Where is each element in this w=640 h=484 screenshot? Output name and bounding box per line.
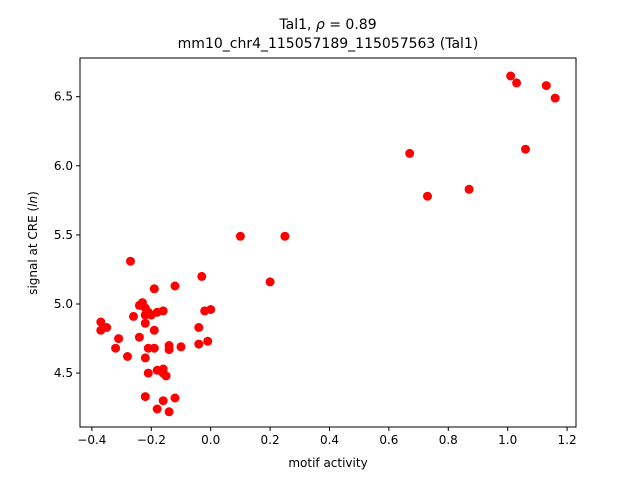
data-point [152, 404, 162, 414]
data-points [96, 71, 560, 417]
y-axis-label-prefix: signal at CRE ( [26, 207, 40, 295]
y-tick-label: 5.5 [54, 228, 73, 242]
data-point [149, 343, 159, 353]
plot-area-frame [79, 57, 577, 428]
data-point [170, 393, 180, 403]
data-point [149, 284, 159, 294]
data-point [126, 256, 135, 266]
data-point [506, 71, 516, 81]
x-tick-label: −0.2 [137, 433, 166, 447]
data-point [149, 325, 159, 335]
data-point [134, 332, 144, 342]
data-point [203, 336, 213, 346]
data-point [170, 281, 180, 291]
title-rho-symbol: ρ [316, 17, 325, 33]
data-point [164, 345, 174, 355]
data-point [550, 93, 560, 103]
data-point [235, 231, 245, 241]
x-tick-label: 0.8 [439, 433, 458, 447]
data-point [423, 191, 432, 201]
x-tick-label: 0.2 [261, 433, 280, 447]
x-axis-ticks: −0.4 −0.2 0.0 0.2 0.4 0.6 0.8 1.0 1.2 [77, 427, 577, 447]
data-point [143, 368, 153, 378]
data-point [102, 323, 112, 332]
y-tick-label: 5.0 [54, 297, 73, 311]
data-point [194, 339, 204, 349]
data-point [405, 148, 415, 158]
y-tick-label: 6.0 [54, 159, 73, 173]
x-tick-label: −0.4 [77, 433, 106, 447]
y-tick-label: 6.5 [54, 90, 73, 104]
x-tick-label: 0.0 [201, 433, 220, 447]
chart-title-line2: mm10_chr4_115057189_115057563 (Tal1) [178, 36, 479, 52]
data-point [140, 392, 150, 402]
chart-title-line1: Tal1, ρ = 0.89 [278, 17, 376, 33]
y-axis-label: signal at CRE (ln) [26, 191, 40, 295]
x-axis-label: motif activity [288, 456, 367, 470]
data-point [140, 318, 150, 328]
data-point [521, 144, 530, 154]
x-tick-label: 0.6 [379, 433, 398, 447]
data-point [164, 407, 174, 417]
data-point [541, 81, 551, 91]
y-axis-label-ln: ln [26, 196, 40, 207]
data-point [140, 353, 150, 363]
data-point [464, 184, 474, 194]
data-point [206, 305, 216, 314]
y-axis-label-suffix: ) [26, 191, 40, 196]
data-point [194, 323, 204, 332]
data-point [129, 311, 138, 321]
y-axis-ticks: 4.5 5.0 5.5 6.0 6.5 [54, 90, 80, 380]
data-point [280, 231, 290, 241]
data-point [123, 352, 132, 361]
data-point [512, 78, 522, 88]
title-suffix: = 0.89 [325, 17, 377, 33]
x-tick-label: 1.0 [498, 433, 517, 447]
data-point [158, 306, 168, 316]
data-point [161, 371, 171, 381]
y-tick-label: 4.5 [54, 366, 73, 380]
x-tick-label: 0.4 [320, 433, 339, 447]
data-point [114, 334, 124, 344]
data-point [176, 342, 186, 352]
data-point [96, 317, 106, 327]
data-point [111, 343, 121, 353]
data-point [265, 277, 275, 287]
x-tick-label: 1.2 [558, 433, 577, 447]
title-prefix: Tal1, [278, 17, 316, 33]
data-point [197, 271, 207, 281]
data-point [158, 396, 168, 406]
